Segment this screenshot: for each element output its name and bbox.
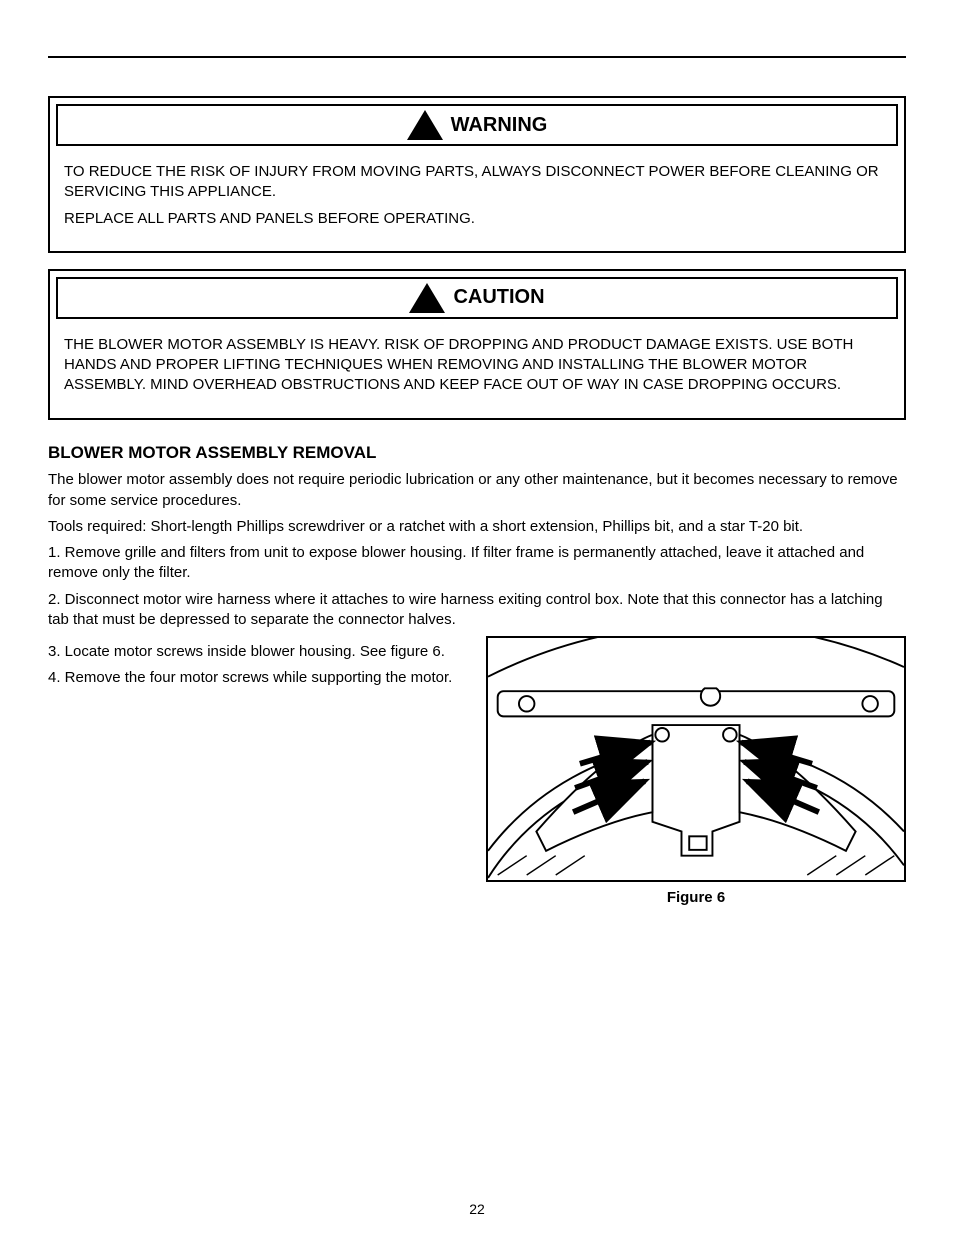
warning-header-text: WARNING <box>451 114 548 137</box>
step-1: 1. Remove grille and filters from unit t… <box>48 543 906 584</box>
step-3: 3. Locate motor screws inside blower hou… <box>48 642 468 662</box>
warning-p1: TO REDUCE THE RISK OF INJURY FROM MOVING… <box>64 162 890 203</box>
figure-6: Figure 6 <box>486 636 906 908</box>
warning-triangle-icon <box>407 110 443 140</box>
section-heading: BLOWER MOTOR ASSEMBLY REMOVAL <box>48 442 906 465</box>
section-body: BLOWER MOTOR ASSEMBLY REMOVAL The blower… <box>48 442 906 909</box>
page-number: 22 <box>0 1201 954 1217</box>
figure-6-caption: Figure 6 <box>486 888 906 908</box>
warning-p2: REPLACE ALL PARTS AND PANELS BEFORE OPER… <box>64 209 890 229</box>
step-2: 2. Disconnect motor wire harness where i… <box>48 590 906 631</box>
intro-p2: Tools required: Short-length Phillips sc… <box>48 517 906 537</box>
caution-body: THE BLOWER MOTOR ASSEMBLY IS HEAVY. RISK… <box>50 325 904 404</box>
caution-p1: THE BLOWER MOTOR ASSEMBLY IS HEAVY. RISK… <box>64 335 890 396</box>
intro-p1: The blower motor assembly does not requi… <box>48 470 906 511</box>
warning-callout: WARNING TO REDUCE THE RISK OF INJURY FRO… <box>48 96 906 253</box>
two-column-row: 3. Locate motor screws inside blower hou… <box>48 636 906 908</box>
top-rule <box>48 56 906 58</box>
step-4: 4. Remove the four motor screws while su… <box>48 668 468 688</box>
page: WARNING TO REDUCE THE RISK OF INJURY FRO… <box>0 0 954 1235</box>
caution-header: CAUTION <box>56 277 898 319</box>
blower-diagram-icon <box>488 638 904 880</box>
left-column: 3. Locate motor screws inside blower hou… <box>48 636 468 695</box>
caution-triangle-icon <box>409 283 445 313</box>
warning-body: TO REDUCE THE RISK OF INJURY FROM MOVING… <box>50 152 904 237</box>
warning-header: WARNING <box>56 104 898 146</box>
caution-header-text: CAUTION <box>453 286 544 309</box>
caution-callout: CAUTION THE BLOWER MOTOR ASSEMBLY IS HEA… <box>48 269 906 420</box>
figure-6-image <box>486 636 906 882</box>
